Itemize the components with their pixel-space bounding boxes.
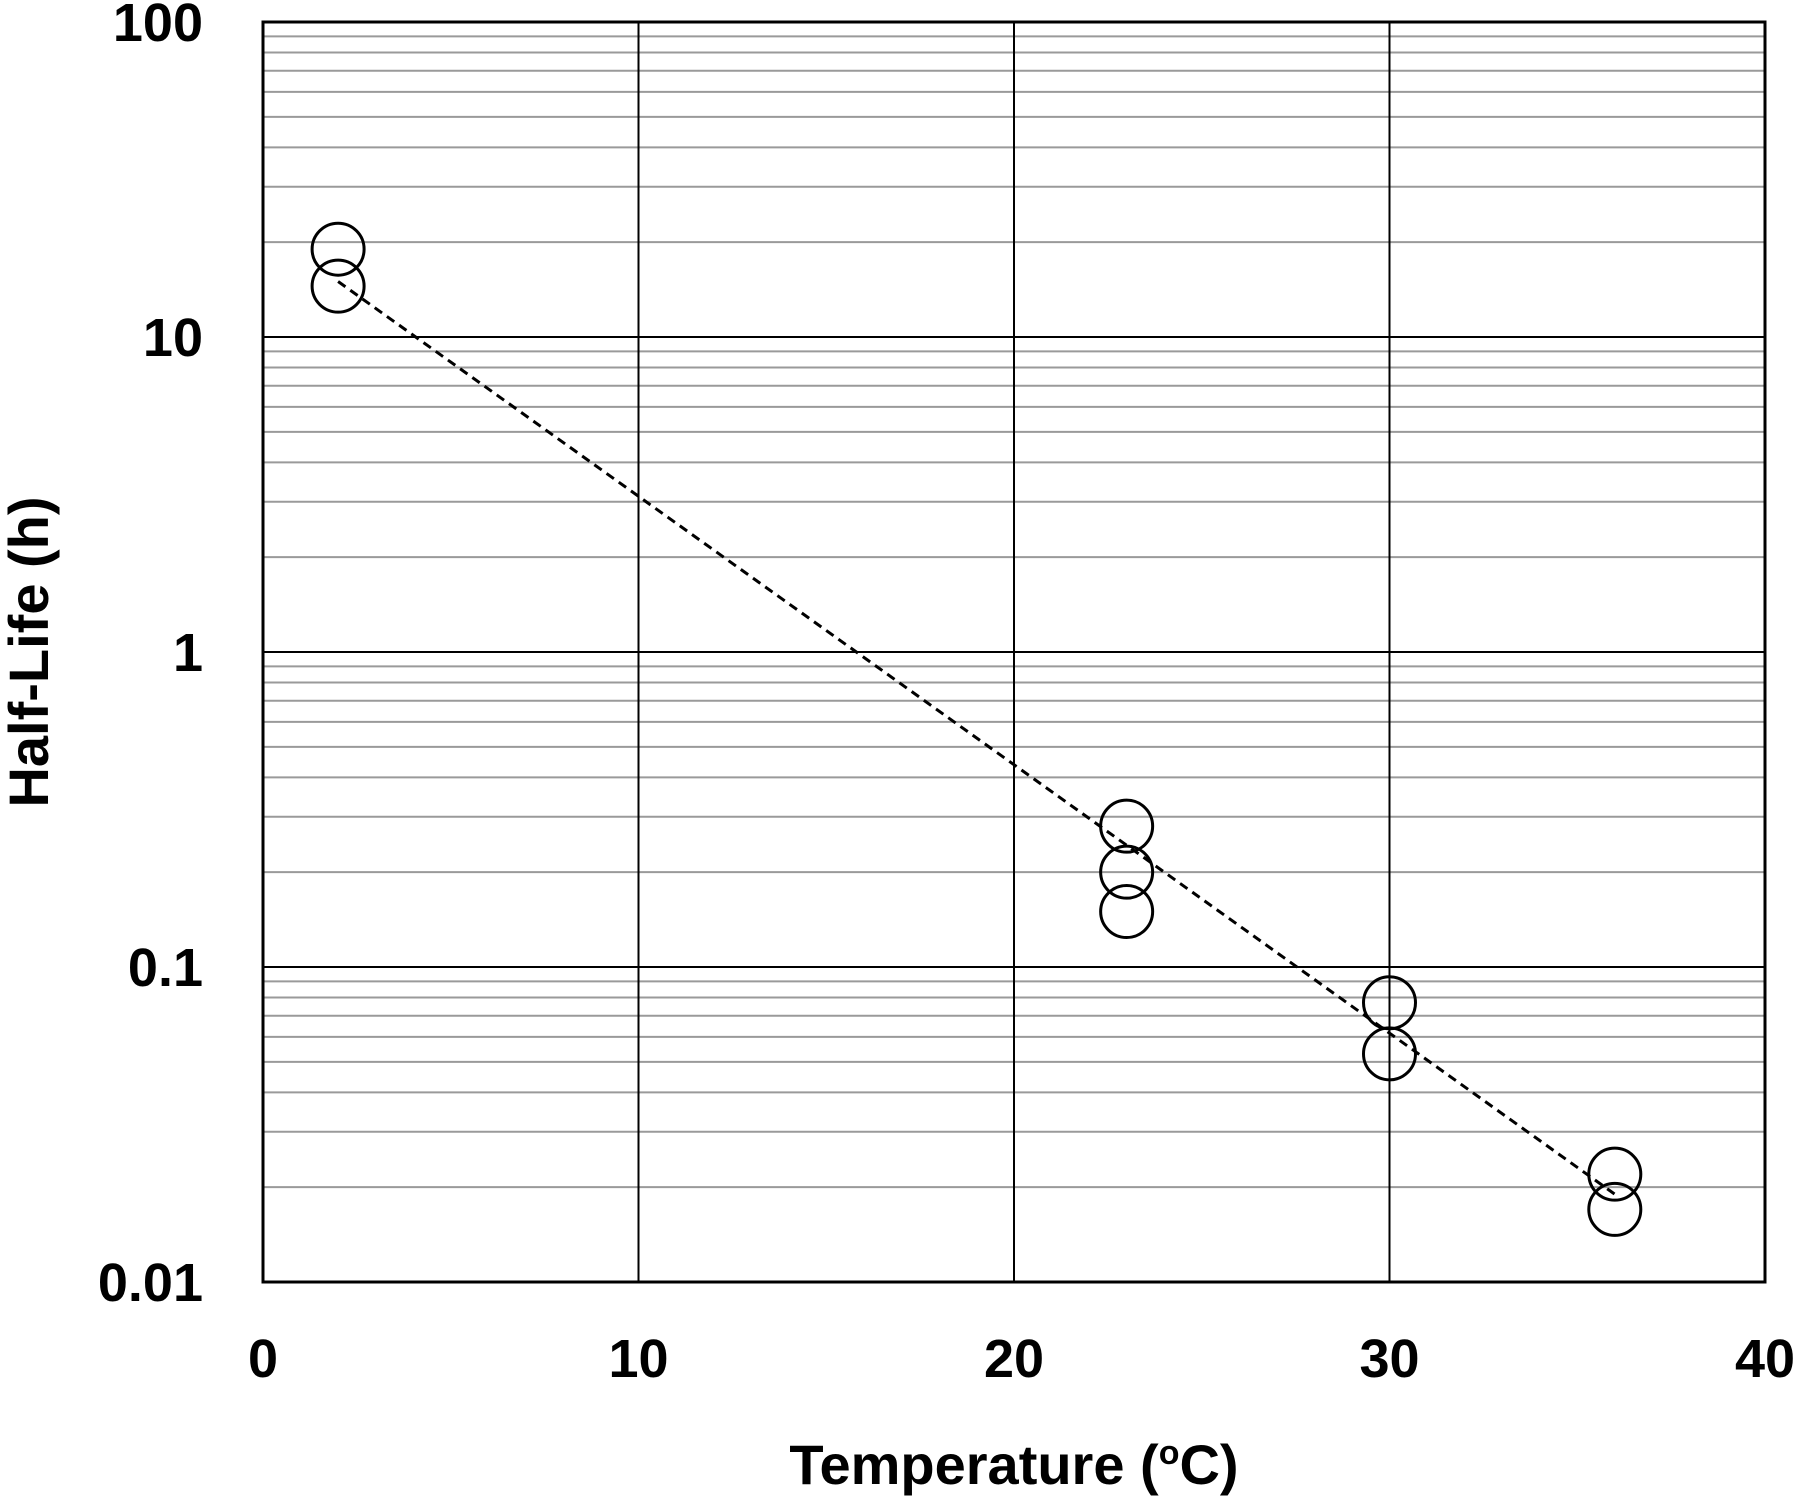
y-tick-label: 1	[173, 623, 203, 683]
data-point	[1587, 1181, 1643, 1237]
data-point	[1099, 844, 1155, 900]
trend-line	[337, 280, 1616, 1196]
plot-area-frame	[261, 20, 1767, 1284]
x-axis-title-prefix: Temperature (	[789, 1433, 1159, 1496]
data-point	[310, 221, 366, 277]
y-tick-label: 100	[113, 0, 203, 53]
data-point	[310, 258, 366, 314]
data-points	[310, 221, 1643, 1237]
data-point	[1587, 1146, 1643, 1202]
data-point	[1099, 798, 1155, 854]
y-tick-label: 0.01	[98, 1253, 203, 1313]
data-point	[1362, 1026, 1417, 1082]
y-axis-tick-labels: 0.01 0.1 1 10 100	[98, 0, 203, 1313]
x-axis-title-superscript: o	[1159, 1434, 1180, 1472]
x-tick-label: 30	[1359, 1329, 1419, 1389]
trend-line-group	[337, 280, 1616, 1196]
x-axis-title-suffix: C)	[1179, 1433, 1238, 1496]
data-point	[1099, 884, 1155, 940]
y-axis-title: Half-Life (h)	[0, 496, 60, 807]
x-tick-label: 20	[984, 1329, 1044, 1389]
x-tick-label: 0	[248, 1329, 278, 1389]
x-tick-label: 40	[1735, 1329, 1795, 1389]
x-tick-label: 10	[608, 1329, 668, 1389]
x-axis-tick-labels: 0 10 20 30 40	[248, 1329, 1795, 1389]
y-tick-label: 10	[143, 308, 203, 368]
x-axis-title: Temperature (oC)	[789, 1433, 1238, 1496]
y-tick-label: 0.1	[128, 938, 203, 998]
